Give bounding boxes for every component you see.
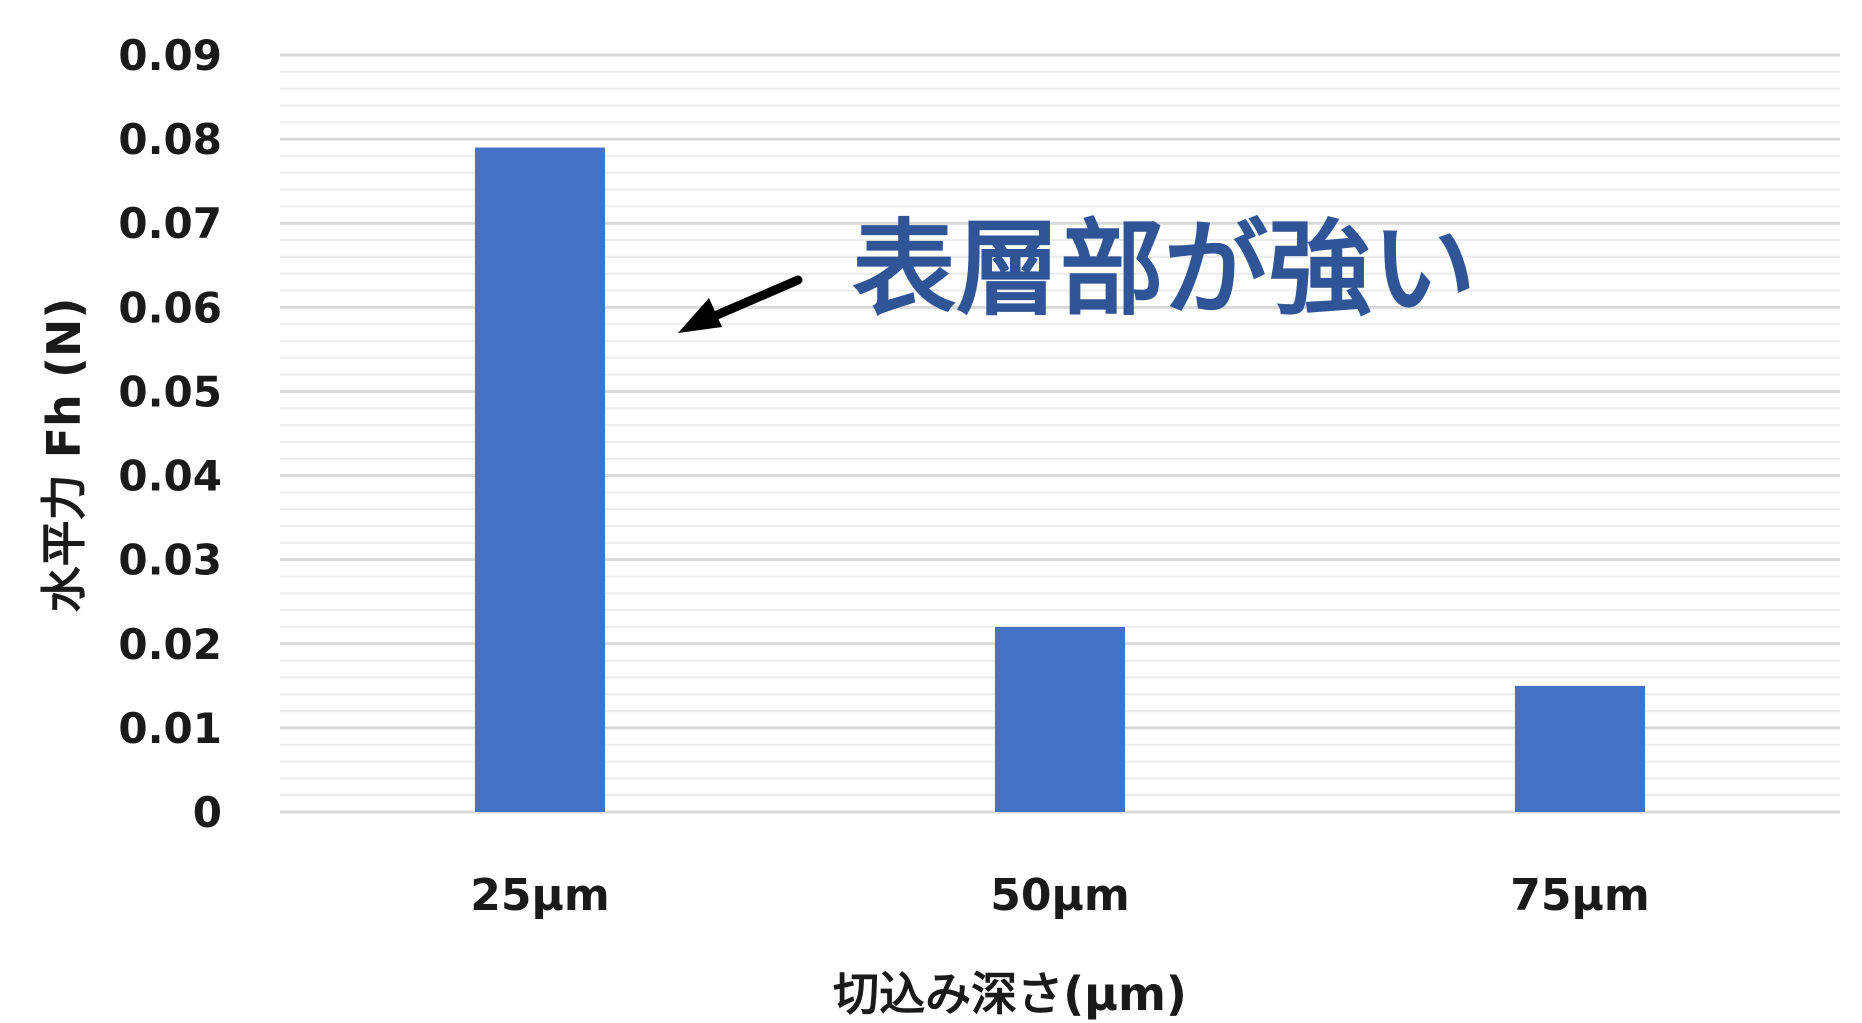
y-tick-label: 0.09 [118, 31, 222, 80]
annotation-arrow-shaft [705, 275, 803, 323]
annotation-text: 表層部が強い [852, 208, 1476, 330]
y-tick-label: 0.08 [118, 115, 222, 164]
bar-series [475, 147, 1645, 812]
y-tick-label: 0.07 [118, 199, 222, 248]
y-axis-tick-labels: 0 0.01 0.02 0.03 0.04 0.05 0.06 0.07 0.08 0.09 [118, 31, 222, 837]
annotation-arrow-head [678, 298, 722, 333]
bar-75μm [1515, 685, 1645, 812]
y-tick-label: 0.02 [118, 620, 222, 669]
annotation: 表層部が強い [678, 208, 1476, 333]
y-axis-title: 水平力 Fh (N) [37, 298, 91, 613]
y-tick-label: 0.06 [118, 283, 222, 332]
x-tick-label: 25μm [470, 870, 609, 921]
x-axis-tick-labels: 25μm 50μm 75μm [470, 870, 1649, 921]
bar-50μm [995, 626, 1125, 812]
y-tick-label: 0 [193, 788, 222, 837]
x-axis-title: 切込み深さ(μm) [833, 967, 1187, 1021]
bar-25μm [475, 147, 605, 812]
y-tick-label: 0.01 [118, 704, 222, 753]
x-tick-label: 75μm [1510, 870, 1649, 921]
y-tick-label: 0.03 [118, 536, 222, 585]
y-tick-label: 0.05 [118, 367, 222, 416]
x-tick-label: 50μm [990, 870, 1129, 921]
y-tick-label: 0.04 [118, 452, 222, 501]
